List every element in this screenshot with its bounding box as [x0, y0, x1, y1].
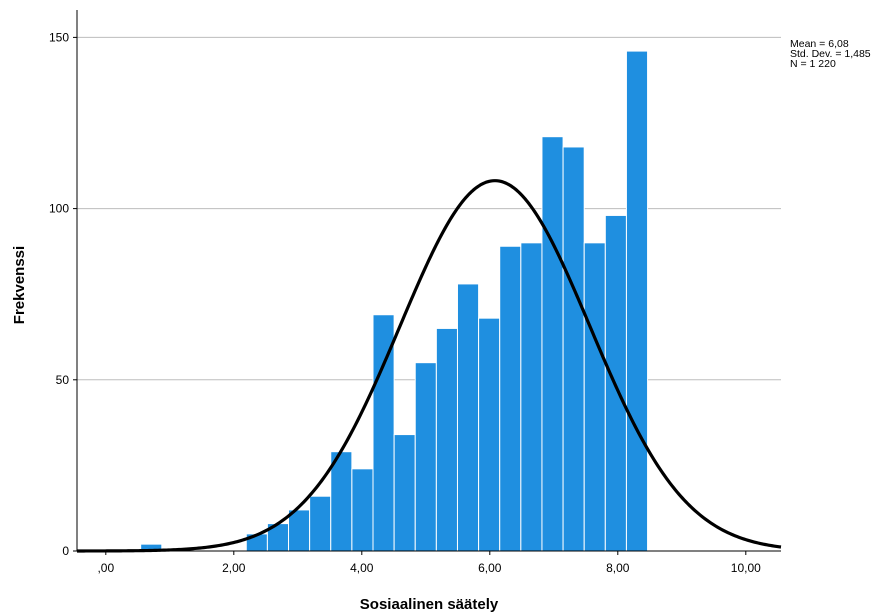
histogram-bar	[330, 451, 353, 552]
stats-std-dev: Std. Dev. = 1,485	[790, 48, 871, 60]
histogram-bar	[562, 146, 585, 552]
x-tick-label: 6,00	[478, 561, 502, 575]
histogram-bar	[520, 242, 543, 552]
normal-curve	[76, 179, 782, 553]
histogram-bar	[393, 434, 416, 552]
x-tick-label: 8,00	[606, 561, 630, 575]
histogram-bar	[435, 327, 458, 552]
x-tick-label: 2,00	[222, 561, 246, 575]
y-axis-title: Frekvenssi	[11, 246, 28, 324]
histogram-bar	[499, 245, 522, 552]
y-axis-ticks: 0 50 100 150	[49, 30, 77, 558]
x-axis-title: Sosiaalinen säätely	[360, 596, 499, 613]
x-axis-ticks: ,00 2,00 4,00 6,00 8,00 10,00	[97, 551, 761, 575]
stats-mean: Mean = 6,08	[790, 38, 849, 50]
histogram-bar	[456, 283, 480, 552]
x-tick-label: 4,00	[350, 561, 374, 575]
histogram-bars	[140, 50, 649, 552]
x-tick-label: ,00	[97, 561, 114, 575]
histogram-bar	[625, 50, 649, 552]
histogram-bar	[351, 468, 374, 552]
histogram-bar	[309, 495, 332, 552]
y-tick-label: 0	[62, 544, 69, 558]
y-tick-label: 100	[49, 202, 69, 216]
y-tick-label: 50	[56, 373, 70, 387]
histogram-bar	[541, 136, 564, 552]
x-tick-label: 10,00	[731, 561, 761, 575]
histogram-bar	[288, 509, 311, 552]
stats-n: N = 1 220	[790, 58, 836, 70]
histogram-bar	[414, 362, 437, 552]
gridlines	[77, 36, 781, 381]
histogram-bar	[478, 317, 501, 552]
y-tick-label: 150	[49, 30, 69, 44]
stats-legend: Mean = 6,08 Std. Dev. = 1,485 N = 1 220	[790, 38, 871, 70]
histogram-bar	[583, 242, 606, 552]
